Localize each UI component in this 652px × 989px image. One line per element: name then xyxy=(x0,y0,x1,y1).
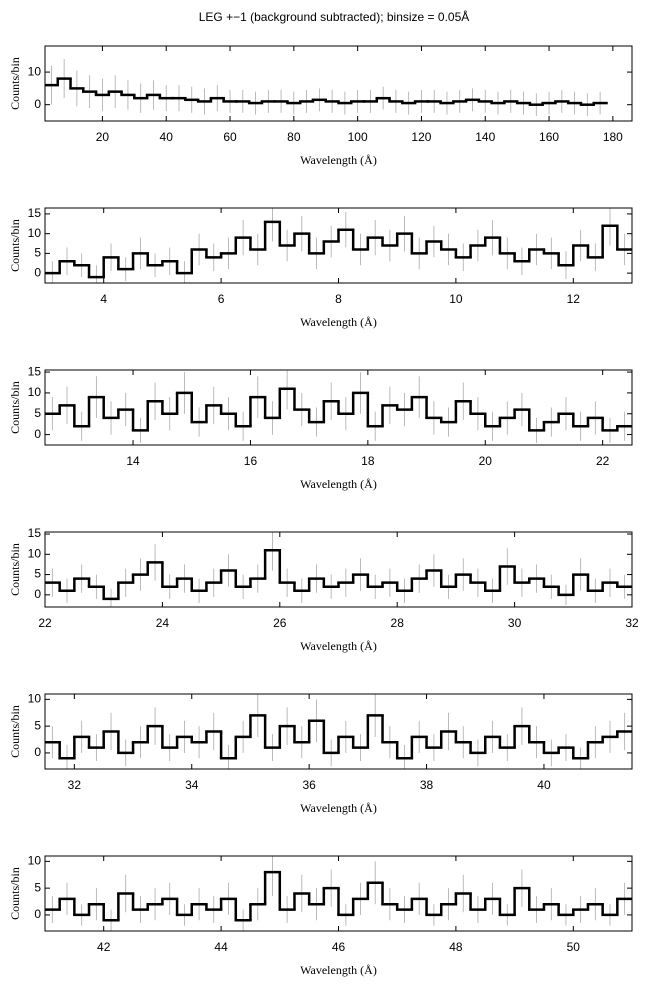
x-tick-label: 46 xyxy=(332,940,346,954)
plot-frame xyxy=(44,531,633,608)
y-tick-label: 0 xyxy=(34,97,41,111)
y-tick-label: 10 xyxy=(28,692,42,706)
x-tick-label: 8 xyxy=(335,292,342,306)
plot-frame xyxy=(44,45,633,122)
y-tick-label: 10 xyxy=(28,854,42,868)
y-tick-label: 10 xyxy=(28,64,42,78)
x-tick-label: 32 xyxy=(625,616,639,630)
y-tick-label: 5 xyxy=(34,718,41,732)
x-tick-label: 14 xyxy=(126,454,140,468)
y-tick-label: 15 xyxy=(28,526,42,540)
y-tick-label: 15 xyxy=(28,206,42,220)
x-tick-label: 38 xyxy=(420,778,434,792)
y-axis-label: Counts/bin xyxy=(8,57,22,110)
y-axis-label: Counts/bin xyxy=(8,219,22,272)
x-tick-label: 100 xyxy=(348,130,368,144)
x-tick-label: 34 xyxy=(185,778,199,792)
y-tick-label: 0 xyxy=(34,745,41,759)
x-tick-label: 24 xyxy=(156,616,170,630)
y-tick-label: 10 xyxy=(28,226,42,240)
y-tick-label: 10 xyxy=(28,546,42,560)
y-tick-label: 5 xyxy=(34,880,41,894)
y-tick-label: 5 xyxy=(34,246,41,260)
y-tick-label: 0 xyxy=(34,427,41,441)
x-tick-label: 22 xyxy=(596,454,610,468)
x-tick-label: 4 xyxy=(100,292,107,306)
x-tick-label: 28 xyxy=(391,616,405,630)
y-tick-label: 5 xyxy=(34,567,41,581)
x-tick-label: 20 xyxy=(479,454,493,468)
x-tick-label: 42 xyxy=(97,940,111,954)
x-tick-label: 160 xyxy=(539,130,559,144)
x-tick-label: 140 xyxy=(475,130,495,144)
x-tick-label: 22 xyxy=(38,616,52,630)
x-axis-label: Wavelength (Å) xyxy=(300,801,377,815)
x-axis-label: Wavelength (Å) xyxy=(300,477,377,491)
x-tick-label: 6 xyxy=(218,292,225,306)
x-tick-label: 30 xyxy=(508,616,522,630)
y-tick-label: 0 xyxy=(34,265,41,279)
x-tick-label: 60 xyxy=(223,130,237,144)
x-axis-label: Wavelength (Å) xyxy=(300,963,377,977)
y-axis-label: Counts/bin xyxy=(8,867,22,920)
x-axis-label: Wavelength (Å) xyxy=(300,639,377,653)
x-tick-label: 80 xyxy=(287,130,301,144)
x-axis-label: Wavelength (Å) xyxy=(300,315,377,329)
figure-title: LEG +−1 (background subtracted); binsize… xyxy=(199,9,470,24)
x-tick-label: 36 xyxy=(302,778,316,792)
x-tick-label: 40 xyxy=(160,130,174,144)
plot-frame xyxy=(44,369,633,446)
x-tick-label: 40 xyxy=(537,778,551,792)
y-tick-label: 5 xyxy=(34,406,41,420)
x-tick-label: 32 xyxy=(68,778,82,792)
y-axis-label: Counts/bin xyxy=(8,543,22,596)
y-tick-label: 0 xyxy=(34,907,41,921)
y-tick-label: 10 xyxy=(28,385,42,399)
y-axis-label: Counts/bin xyxy=(8,381,22,434)
y-axis-label: Counts/bin xyxy=(8,705,22,758)
plot-frame xyxy=(44,693,633,770)
x-tick-label: 120 xyxy=(411,130,431,144)
x-tick-label: 18 xyxy=(361,454,375,468)
x-tick-label: 44 xyxy=(214,940,228,954)
y-tick-label: 15 xyxy=(28,364,42,378)
x-tick-label: 50 xyxy=(567,940,581,954)
y-tick-label: 0 xyxy=(34,587,41,601)
x-tick-label: 20 xyxy=(96,130,110,144)
x-tick-label: 16 xyxy=(244,454,258,468)
x-tick-label: 48 xyxy=(449,940,463,954)
x-tick-label: 180 xyxy=(603,130,623,144)
x-tick-label: 10 xyxy=(449,292,463,306)
x-tick-label: 26 xyxy=(273,616,287,630)
x-axis-label: Wavelength (Å) xyxy=(300,153,377,167)
x-tick-label: 12 xyxy=(567,292,581,306)
